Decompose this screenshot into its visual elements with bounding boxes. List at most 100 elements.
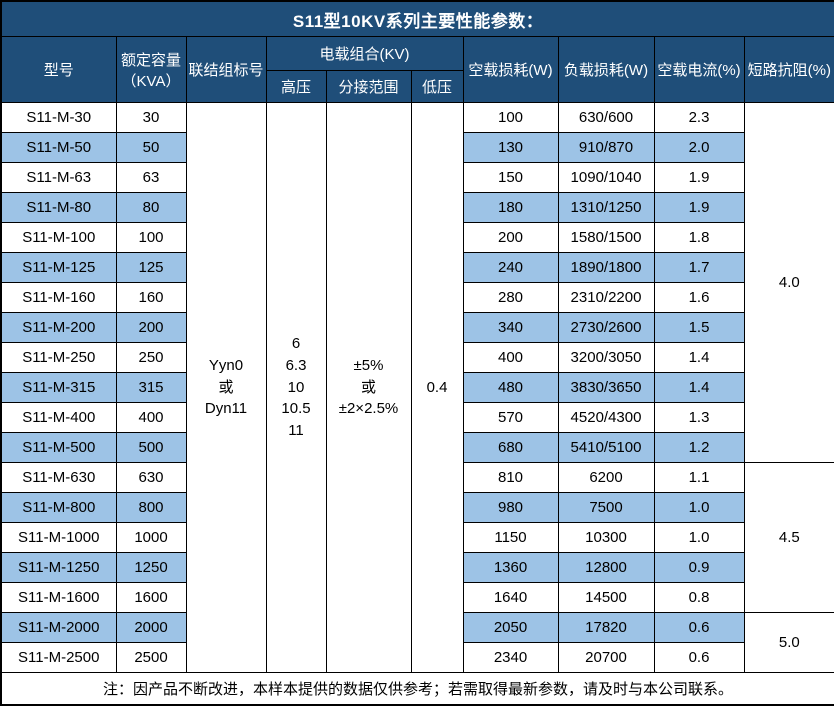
no-load-loss-cell: 240 — [462, 252, 559, 283]
header-row-1: 型号 额定容量 （KVA） 联结组标号 电载组合(KV) 空载损耗(W) 负载损… — [0, 36, 834, 103]
header-tap-range: 分接范围 — [325, 70, 412, 103]
no-load-loss-cell: 1360 — [462, 552, 559, 583]
hv-cell-line: 10.5 — [281, 400, 311, 418]
impedance-cell: 5.0 — [743, 612, 834, 673]
table-row: S11-M-500 500 680 5410/5100 1.2 — [0, 432, 834, 463]
hv-cell: 6 6.3 10 10.5 11 — [265, 102, 327, 673]
no-load-current-cell: 1.1 — [653, 462, 745, 493]
load-loss-cell: 630/600 — [557, 102, 655, 133]
no-load-current-cell: 1.6 — [653, 282, 745, 313]
table-row: S11-M-315 315 480 3830/3650 1.4 — [0, 372, 834, 403]
table-row: S11-M-80 80 180 1310/1250 1.9 — [0, 192, 834, 223]
no-load-loss-cell: 180 — [462, 192, 559, 223]
no-load-loss-cell: 1640 — [462, 582, 559, 613]
header-load-loss: 负载损耗(W) — [557, 36, 655, 103]
load-loss-cell: 6200 — [557, 462, 655, 493]
table-row: S11-M-50 50 130 910/870 2.0 — [0, 132, 834, 163]
no-load-loss-cell: 980 — [462, 492, 559, 523]
impedance-cell: 4.5 — [743, 462, 834, 613]
load-loss-cell: 14500 — [557, 582, 655, 613]
capacity-cell: 1250 — [115, 552, 187, 583]
hv-cell-line: 10 — [287, 378, 305, 396]
no-load-loss-cell: 150 — [462, 162, 559, 193]
capacity-cell: 100 — [115, 222, 187, 253]
load-loss-cell: 1580/1500 — [557, 222, 655, 253]
table-row: S11-M-1600 1600 1640 14500 0.8 — [0, 582, 834, 613]
table-row: S11-M-1250 1250 1360 12800 0.9 — [0, 552, 834, 583]
capacity-cell: 63 — [115, 162, 187, 193]
tap-range-cell-line: 或 — [360, 378, 376, 396]
load-loss-cell: 10300 — [557, 522, 655, 553]
capacity-cell: 1000 — [115, 522, 187, 553]
hv-cell-line: 11 — [288, 422, 304, 440]
table-row: S11-M-200 200 340 2730/2600 1.5 — [0, 312, 834, 343]
header-lv: 低压 — [410, 70, 464, 103]
header-vector-group: 联结组标号 — [185, 36, 267, 103]
table-row: S11-M-63 63 150 1090/1040 1.9 — [0, 162, 834, 193]
load-loss-cell: 2730/2600 — [557, 312, 655, 343]
model-cell: S11-M-1600 — [0, 582, 117, 613]
no-load-current-cell: 1.0 — [653, 492, 745, 523]
load-loss-cell: 1090/1040 — [557, 162, 655, 193]
load-loss-cell: 1310/1250 — [557, 192, 655, 223]
no-load-current-cell: 2.0 — [653, 132, 745, 163]
table-head: S11型10KV系列主要性能参数： 型号 额定容量 （KVA） 联结组标号 电载… — [0, 0, 834, 103]
header-impedance: 短路抗阻(%) — [743, 36, 834, 103]
model-cell: S11-M-250 — [0, 342, 117, 373]
model-cell: S11-M-30 — [0, 102, 117, 133]
model-cell: S11-M-80 — [0, 192, 117, 223]
no-load-loss-cell: 680 — [462, 432, 559, 463]
lv-cell: 0.4 — [410, 102, 464, 673]
title-row: S11型10KV系列主要性能参数： — [0, 0, 834, 37]
table-row: S11-M-400 400 570 4520/4300 1.3 — [0, 402, 834, 433]
capacity-cell: 250 — [115, 342, 187, 373]
header-no-load-loss: 空载损耗(W) — [462, 36, 559, 103]
capacity-cell: 160 — [115, 282, 187, 313]
table-row: S11-M-100 100 200 1580/1500 1.8 — [0, 222, 834, 253]
model-cell: S11-M-1250 — [0, 552, 117, 583]
no-load-loss-cell: 100 — [462, 102, 559, 133]
vector-group-cell: Yyn0 或 Dyn11 — [185, 102, 267, 673]
no-load-current-cell: 1.8 — [653, 222, 745, 253]
no-load-current-cell: 1.9 — [653, 162, 745, 193]
model-cell: S11-M-500 — [0, 432, 117, 463]
no-load-current-cell: 1.2 — [653, 432, 745, 463]
table-row: S11-M-125 125 240 1890/1800 1.7 — [0, 252, 834, 283]
model-cell: S11-M-2500 — [0, 642, 117, 673]
no-load-current-cell: 0.8 — [653, 582, 745, 613]
capacity-cell: 1600 — [115, 582, 187, 613]
no-load-current-cell: 0.6 — [653, 642, 745, 673]
no-load-current-cell: 1.4 — [653, 372, 745, 403]
table-row: S11-M-160 160 280 2310/2200 1.6 — [0, 282, 834, 313]
footer-row: 注：因产品不断改进，本样本提供的数据仅供参考；若需取得最新参数，请及时与本公司联… — [0, 672, 834, 706]
table-row: S11-M-2500 2500 2340 20700 0.6 — [0, 642, 834, 673]
page-title: S11型10KV系列主要性能参数： — [0, 0, 834, 37]
model-cell: S11-M-630 — [0, 462, 117, 493]
no-load-loss-cell: 280 — [462, 282, 559, 313]
no-load-loss-cell: 1150 — [462, 522, 559, 553]
table-row: S11-M-630 630 810 6200 1.1 4.5 — [0, 462, 834, 613]
model-cell: S11-M-50 — [0, 132, 117, 163]
capacity-cell: 400 — [115, 402, 187, 433]
no-load-current-cell: 1.7 — [653, 252, 745, 283]
no-load-current-cell: 2.3 — [653, 102, 745, 133]
header-model: 型号 — [0, 36, 117, 103]
hv-cell-line: 6 — [291, 335, 301, 353]
no-load-loss-cell: 340 — [462, 312, 559, 343]
capacity-cell: 800 — [115, 492, 187, 523]
header-capacity-line1: 额定容量 — [120, 51, 181, 69]
load-loss-cell: 4520/4300 — [557, 402, 655, 433]
tap-range-cell: ±5% 或 ±2×2.5% — [325, 102, 412, 673]
capacity-cell: 500 — [115, 432, 187, 463]
no-load-loss-cell: 200 — [462, 222, 559, 253]
tap-range-cell-line: ±2×2.5% — [338, 400, 399, 418]
load-loss-cell: 910/870 — [557, 132, 655, 163]
vector-group-cell-line: Yyn0 — [208, 356, 244, 374]
table-foot: 注：因产品不断改进，本样本提供的数据仅供参考；若需取得最新参数，请及时与本公司联… — [0, 672, 834, 706]
capacity-cell: 80 — [115, 192, 187, 223]
no-load-current-cell: 1.9 — [653, 192, 745, 223]
vector-group-cell-line: Dyn11 — [204, 400, 248, 418]
load-loss-cell: 12800 — [557, 552, 655, 583]
table-body: S11-M-30 30 Yyn0 或 Dyn11 6 6.3 10 10.5 11 ±5% 或 ±2×2… — [0, 102, 834, 673]
